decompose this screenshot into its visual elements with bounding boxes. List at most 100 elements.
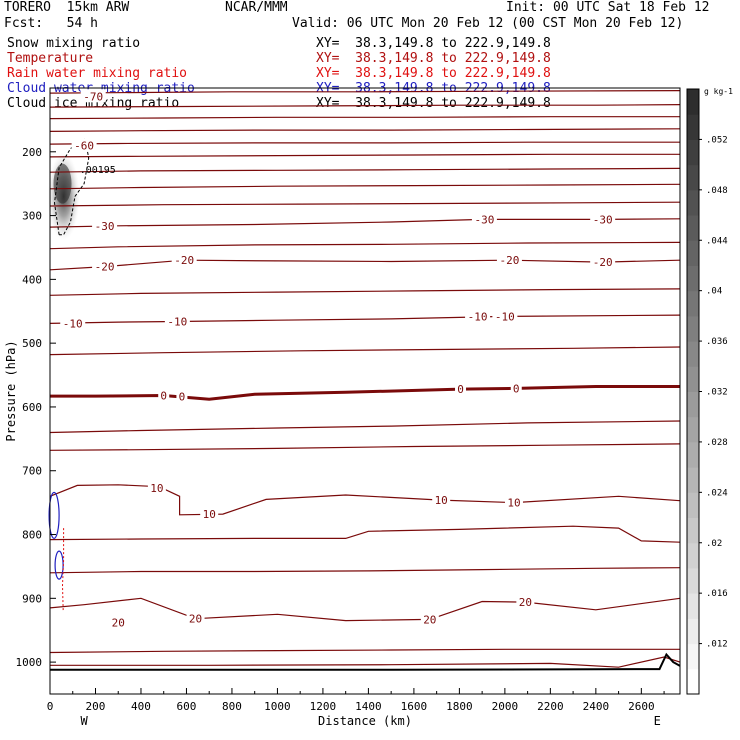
terrain-line [50,652,681,671]
contour-label-bg-5 [92,259,118,273]
colorbar-swatch-15 [687,290,699,317]
contour-label-18: 10 [203,508,216,521]
colorbar-swatch-3 [687,593,699,619]
x-axis-title: Distance (km) [318,714,412,728]
colorbar-tick-label-9: .048 [706,186,728,196]
x-tick-label-9: 1800 [446,700,473,713]
field-xy-rain: XY= 38.3,149.8 to 222.9,149.8 [316,66,551,81]
y-axis-title: Pressure (hPa) [4,340,18,441]
contour-label-14: 0 [179,391,186,404]
y-tick-label-3: 500 [22,337,42,350]
colorbar-swatch-7 [687,492,699,519]
x-tick-label-6: 1200 [310,700,337,713]
colorbar-unit-label: g kg-1 [704,87,733,96]
field-name-snow: Snow mixing ratio [7,36,141,51]
colorbar-swatch-5 [687,542,699,569]
rain-contour [61,528,65,612]
isotherm-line-23 [50,656,681,668]
contour-label-bg-11 [465,309,491,323]
field-name-temperature: Temperature [7,51,94,66]
x-tick-label-1: 200 [86,700,106,713]
contour-label-bg-7 [496,253,522,267]
colorbar-swatch-9 [687,441,699,468]
contour-label-23: 20 [423,613,436,626]
colorbar-swatch-1 [687,643,699,670]
colorbar-swatch-16 [687,265,699,292]
y-tick-label-2: 400 [22,273,42,286]
isotherm-line-10 [49,241,681,250]
contour-label-bg-15 [455,382,467,396]
colorbar-tick-label-3: .024 [706,488,728,498]
colorbar-tick-label-4: .028 [706,438,728,448]
contour-label-8: -20 [593,256,613,269]
isotherm-line-4 [49,141,680,145]
contour-label-7: -20 [499,254,519,267]
colorbar-swatch-20 [687,164,699,191]
x-tick-label-13: 2600 [628,700,655,713]
isotherm-line-12 [49,288,681,296]
x-tick-label-5: 1000 [264,700,291,713]
contour-label-12: -10 [495,310,515,323]
colorbar-tick-label-8: .044 [706,236,728,246]
isotherm-line-16 [49,420,681,434]
isotherm-line-11 [49,259,681,271]
isotherm-line-9 [49,218,681,228]
colorbar-swatch-19 [687,189,699,216]
contour-label-17: 10 [150,482,163,495]
colorbar-tick-label-5: .032 [706,388,728,398]
isotherm-line-8 [49,201,681,207]
init-time: Init: 00 UTC Sat 18 Feb 12 [506,0,710,15]
colorbar-swatch-0 [687,668,699,695]
isotherm-line-6 [49,167,681,173]
y-tick-label-8: 1000 [16,656,43,669]
x-tick-label-12: 2400 [583,700,610,713]
cloud-water-contour-1 [48,491,60,539]
x-tick-label-8: 1600 [401,700,428,713]
contour-label-2: -30 [95,220,115,233]
x-tick-label-11: 2200 [537,700,564,713]
colorbar-swatch-8 [687,467,699,493]
contour-label-11: -10 [468,310,488,323]
colorbar-tick-label-10: .052 [706,135,728,145]
contour-label-bg-17 [147,480,166,494]
contour-label-bg-24 [516,595,535,609]
colorbar-swatch-2 [687,618,699,645]
colorbar-swatch-6 [687,517,699,544]
y-tick-label-4: 600 [22,401,42,414]
y-tick-label-6: 800 [22,529,42,542]
isotherm-line-3 [49,128,681,132]
x-tick-label-0: 0 [47,700,54,713]
contour-label-16: 0 [513,382,520,395]
isotherm-line-7 [49,183,681,190]
contour-label-bg-9 [60,316,86,330]
colorbar-swatch-13 [687,341,699,367]
y-tick-label-0: 200 [22,146,42,159]
contour-label-bg-16 [510,381,522,395]
field-xy-cloud-ice: XY= 38.3,149.8 to 222.9,149.8 [316,96,551,111]
colorbar-swatch-18 [687,215,699,241]
contour-label-bg-14 [176,389,188,403]
contour-label-bg-1 [71,138,97,152]
colorbar-swatch-12 [687,366,699,392]
isotherm-line-18 [49,484,681,516]
contour-label-bg-13 [158,388,170,402]
colorbar-swatch-21 [687,139,699,166]
x-tick-label-10: 2000 [492,700,519,713]
contour-label-24: 20 [519,596,532,609]
isotherm-line-5 [49,153,680,158]
contour-label-0: -70 [83,90,103,103]
contour-label-10: -10 [167,315,187,328]
contour-label-20: 10 [507,497,520,510]
contour-label-bg-10 [164,314,190,328]
y-tick-label-1: 300 [22,210,42,223]
east-end-label: E [654,714,661,728]
contour-label-bg-19 [432,493,451,507]
valid-time: Valid: 06 UTC Mon 20 Feb 12 (00 CST Mon … [292,16,684,31]
contour-label-13: 0 [160,389,167,402]
contour-label-5: -20 [95,261,115,274]
contour-label-bg-2 [92,218,118,232]
organization: NCAR/MMM [225,0,288,15]
x-tick-label-4: 800 [222,700,242,713]
snow-contour [53,138,90,236]
